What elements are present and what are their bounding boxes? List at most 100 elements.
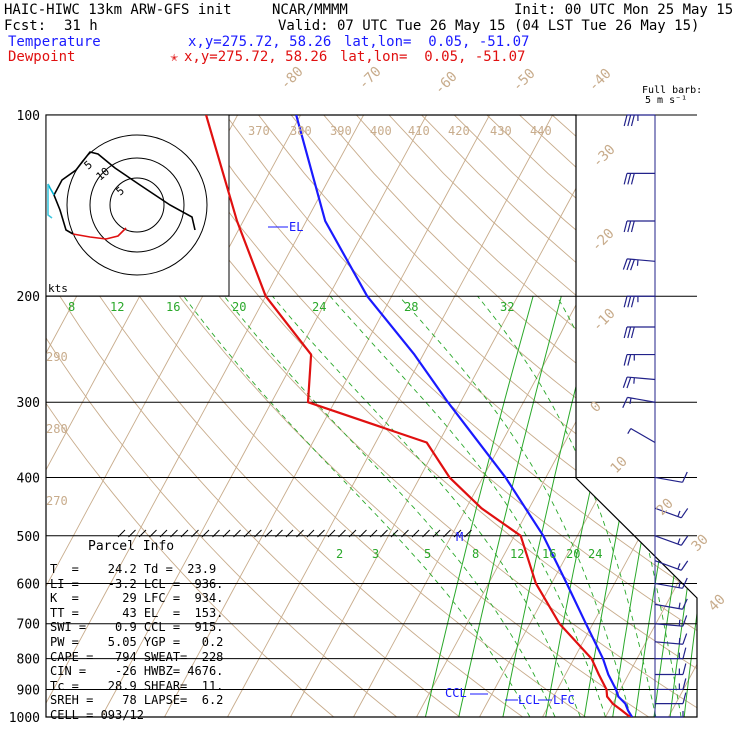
theta-label: 290 (46, 350, 68, 364)
mixing-ratio-label: 24 (588, 547, 602, 561)
wind-barb (623, 353, 655, 366)
pressure-label-400: 400 (17, 471, 40, 486)
pressure-label-600: 600 (17, 577, 40, 592)
isotherm-label: 10 (608, 454, 631, 477)
wind-barb (654, 577, 688, 589)
el-label: EL (289, 220, 303, 234)
mixing-ratio-label: 12 (510, 547, 524, 561)
temperature-profile (295, 115, 633, 717)
pressure-label-300: 300 (17, 396, 40, 411)
pressure-label-800: 800 (17, 653, 40, 668)
parcel-info-row: SWI = 0.9 CCL = 915. (50, 620, 224, 635)
barb-key-title: Full barb: (642, 85, 703, 96)
isotherm-label: -30 (590, 142, 619, 171)
theta-label: 270 (46, 494, 68, 508)
parcel-info-row: TT = 43 EL = 153. (50, 605, 224, 620)
parcel-info-row: CELL = 093/12 (50, 708, 144, 722)
mixing-ratio-label: 16 (542, 547, 556, 561)
parcel-info-row: Tc = 28.9 SHEAR= 11. (50, 678, 224, 693)
mixing-ratio-label: 2 (336, 547, 343, 561)
hodograph-ring (109, 177, 165, 233)
mixing-ratio-label: 24 (312, 300, 326, 314)
hodograph-box (45, 114, 230, 297)
wind-barbs (622, 114, 689, 718)
theta-label: 430 (490, 124, 512, 138)
hodograph-unit-label: kts (48, 282, 68, 295)
isotherm-label: 40 (706, 592, 729, 615)
isotherm-label: -70 (356, 64, 385, 93)
mixing-ratio-label: 3 (372, 547, 379, 561)
wind-barb (627, 428, 656, 444)
mixing-ratio-label: 16 (166, 300, 180, 314)
wind-barb (623, 220, 655, 233)
parcel-info-title: Parcel Info (88, 539, 175, 554)
fcst-label: Fcst: (4, 18, 47, 34)
wind-barb (622, 376, 656, 389)
theta-label: 380 (290, 124, 312, 138)
dewpoint-latlon: lat,lon= 0.05, -51.07 (340, 49, 526, 65)
mixing-ratio-label: 5 (424, 547, 431, 561)
pressure-label-700: 700 (17, 618, 40, 633)
isotherm-label: -20 (589, 226, 618, 255)
wind-barb (655, 678, 687, 691)
isotherm-label: -10 (590, 306, 619, 335)
isotherm-label: 0 (588, 399, 605, 416)
dewpoint-legend: Dewpoint (8, 49, 76, 65)
wind-barb (655, 711, 684, 718)
dewpoint-marker: ✭ (170, 49, 179, 65)
wind-barb (622, 396, 656, 408)
hodograph-ring (66, 134, 208, 276)
parcel-info-row: CIN = -26 HWBZ= 4676. (50, 664, 224, 679)
wind-barb (654, 615, 688, 627)
wind-barb (655, 647, 687, 660)
ccl-label: CCL (445, 686, 467, 700)
valid-time: Valid: 07 UTC Tue 26 May 15 (04 LST Tue … (278, 18, 700, 34)
lcl-label: LCL (518, 693, 540, 707)
parcel-info-row: LI = -3.2 LCL = 936. (50, 576, 224, 591)
pressure-label-1000: 1000 (9, 711, 40, 726)
wind-barb (654, 560, 689, 571)
theta-label: 390 (330, 124, 352, 138)
dewpoint-profile (205, 115, 631, 717)
wind-barb (623, 326, 655, 339)
parcel-info-row: CAPE = 794 SWEAT= 228 (50, 649, 224, 664)
wind-barb (623, 172, 655, 185)
mixing-ratio-label: 32 (500, 300, 514, 314)
mixing-ratio-label: 28 (404, 300, 418, 314)
hodograph-trace-mid (53, 151, 196, 235)
hodograph-trace-low (72, 227, 127, 240)
init-time: Init: 00 UTC Mon 25 May 15 (514, 2, 734, 18)
parcel-info-row: T = 24.2 Td = 23.9 (50, 562, 217, 576)
plot-frame (45, 114, 698, 718)
org-label: NCAR/MMMM (272, 2, 348, 18)
pressure-label-100: 100 (17, 109, 40, 124)
parcel-info-row: PW = 5.05 YGP = 0.2 (50, 635, 224, 649)
isotherm-label: -80 (278, 64, 307, 93)
temperature-latlon: lat,lon= 0.05, -51.07 (344, 34, 530, 50)
dewpoint-xy: x,y=275.72, 58.26 (184, 49, 328, 65)
wind-barb (654, 598, 688, 610)
theta-label: 400 (370, 124, 392, 138)
theta-label: 410 (408, 124, 430, 138)
wind-barb (654, 507, 689, 519)
wind-barb (623, 295, 655, 308)
wind-barb (654, 471, 688, 483)
hodograph-ring (89, 157, 185, 253)
wind-barb (622, 258, 656, 271)
hodograph-trace-top (47, 184, 53, 219)
wind-barb (654, 633, 688, 645)
isotherm-label: -40 (586, 66, 615, 95)
isotherm-label: 30 (689, 532, 712, 555)
pressure-label-900: 900 (17, 683, 40, 698)
theta-label: 370 (248, 124, 270, 138)
mixing-ratio-label: 8 (68, 300, 75, 314)
theta-label: 280 (46, 422, 68, 436)
pressure-label-500: 500 (17, 530, 40, 545)
temperature-xy: x,y=275.72, 58.26 (188, 34, 332, 50)
model-title: HAIC-HIWC 13km ARW-GFS init (4, 2, 232, 18)
wind-barb (654, 535, 689, 546)
theta-label: 440 (530, 124, 552, 138)
m-label: M (456, 530, 463, 544)
